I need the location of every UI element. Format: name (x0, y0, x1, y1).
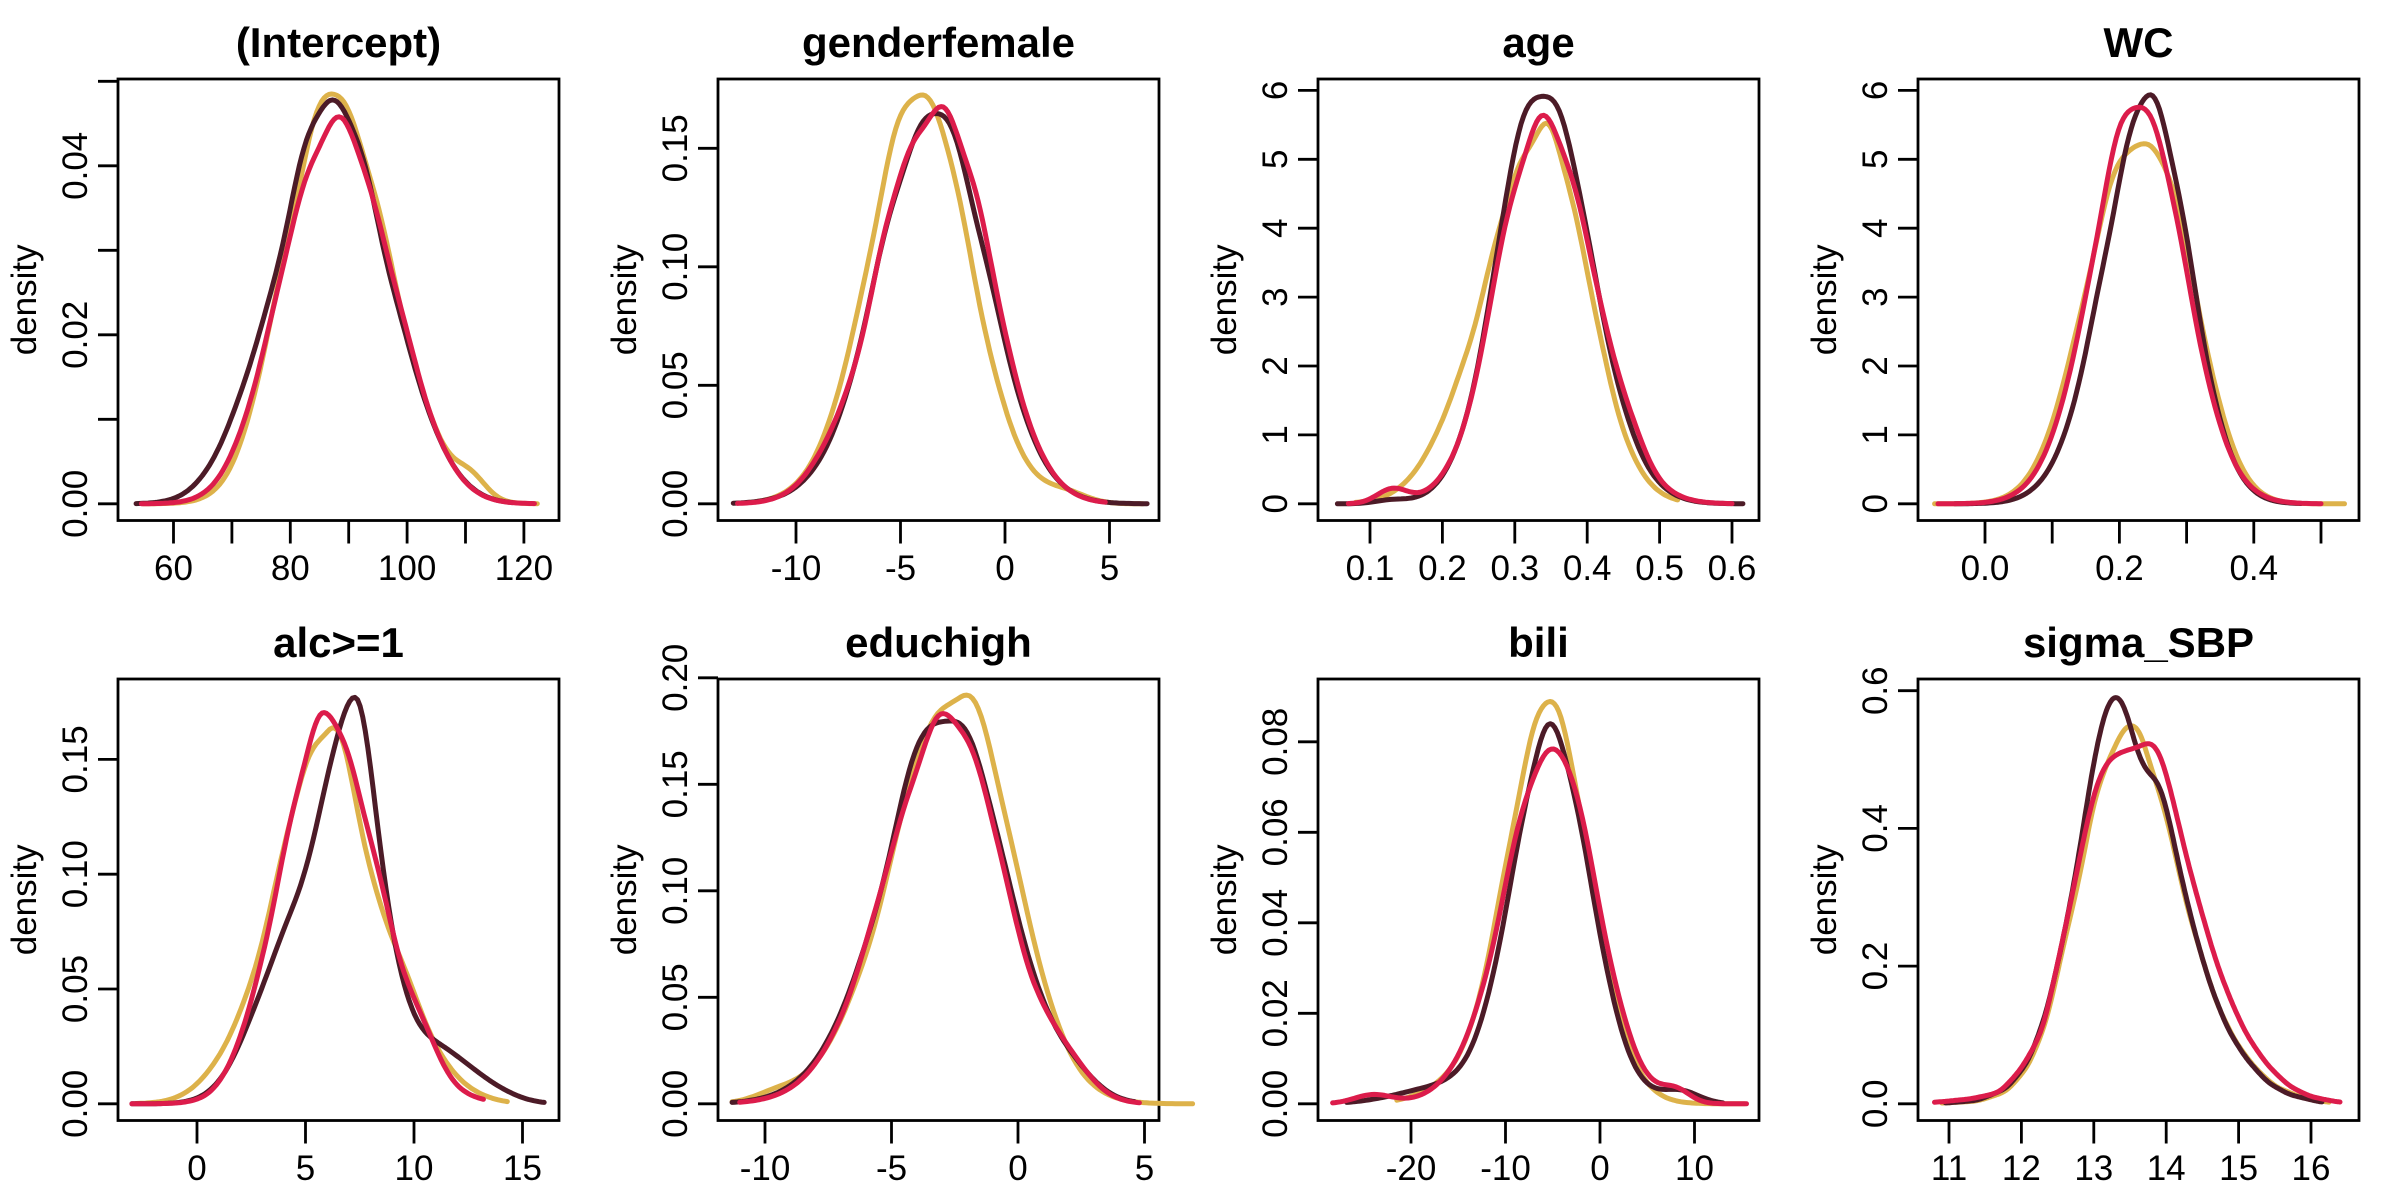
svg-text:density: density (1805, 244, 1844, 355)
svg-text:density: density (605, 244, 644, 355)
svg-text:0.3: 0.3 (1490, 549, 1539, 588)
svg-text:0.00: 0.00 (56, 1070, 95, 1138)
svg-text:5: 5 (1256, 150, 1295, 169)
svg-text:0.05: 0.05 (656, 963, 695, 1031)
svg-text:density: density (5, 244, 44, 355)
svg-text:age: age (1502, 19, 1574, 66)
svg-text:0.00: 0.00 (656, 1070, 695, 1138)
svg-text:density: density (1205, 844, 1244, 955)
svg-text:2: 2 (1256, 356, 1295, 375)
svg-text:0.04: 0.04 (1256, 889, 1295, 957)
svg-text:3: 3 (1256, 287, 1295, 306)
svg-text:density: density (1805, 844, 1844, 955)
svg-text:0.2: 0.2 (1418, 549, 1467, 588)
svg-text:5: 5 (1135, 1149, 1154, 1188)
svg-text:0.04: 0.04 (56, 132, 95, 200)
svg-text:density: density (5, 844, 44, 955)
svg-text:-10: -10 (740, 1149, 791, 1188)
svg-text:0.08: 0.08 (1256, 708, 1295, 776)
svg-text:5: 5 (1100, 549, 1119, 588)
svg-text:0.4: 0.4 (1856, 804, 1895, 853)
svg-text:0.5: 0.5 (1635, 549, 1684, 588)
svg-text:16: 16 (2292, 1149, 2331, 1188)
svg-text:100: 100 (378, 549, 436, 588)
svg-text:0.2: 0.2 (2095, 549, 2144, 588)
svg-text:120: 120 (495, 549, 553, 588)
svg-text:-20: -20 (1386, 1149, 1437, 1188)
svg-text:0.00: 0.00 (656, 470, 695, 538)
svg-text:0.05: 0.05 (56, 955, 95, 1023)
svg-text:0.05: 0.05 (656, 351, 695, 419)
svg-text:5: 5 (1856, 150, 1895, 169)
svg-text:0: 0 (995, 549, 1014, 588)
svg-text:2: 2 (1856, 356, 1895, 375)
svg-text:density: density (605, 844, 644, 955)
svg-text:-10: -10 (771, 549, 822, 588)
svg-text:0.6: 0.6 (1708, 549, 1757, 588)
svg-text:0.00: 0.00 (56, 470, 95, 538)
svg-text:0: 0 (1008, 1149, 1027, 1188)
svg-text:0: 0 (1856, 494, 1895, 513)
svg-text:0.15: 0.15 (656, 114, 695, 182)
svg-text:6: 6 (1856, 81, 1895, 100)
svg-text:11: 11 (1931, 1149, 1967, 1188)
svg-text:0.10: 0.10 (656, 233, 695, 301)
svg-text:0.10: 0.10 (56, 840, 95, 908)
svg-text:-10: -10 (1480, 1149, 1531, 1188)
svg-text:1: 1 (1256, 425, 1295, 444)
svg-text:15: 15 (2219, 1149, 2258, 1188)
svg-text:0.2: 0.2 (1856, 942, 1895, 991)
svg-text:sigma_SBP: sigma_SBP (2023, 619, 2254, 666)
svg-text:educhigh: educhigh (845, 619, 1032, 666)
svg-text:0.02: 0.02 (1256, 979, 1295, 1047)
svg-text:-5: -5 (885, 549, 916, 588)
svg-text:-5: -5 (876, 1149, 907, 1188)
svg-text:3: 3 (1856, 287, 1895, 306)
svg-text:0.00: 0.00 (1256, 1070, 1295, 1138)
svg-text:5: 5 (296, 1149, 315, 1188)
svg-text:60: 60 (154, 549, 193, 588)
svg-text:1: 1 (1856, 425, 1895, 444)
svg-text:0.1: 0.1 (1346, 549, 1395, 588)
svg-text:0.02: 0.02 (56, 301, 95, 369)
svg-text:80: 80 (271, 549, 310, 588)
svg-text:0.0: 0.0 (1961, 549, 2010, 588)
svg-text:0.15: 0.15 (56, 725, 95, 793)
svg-text:15: 15 (503, 1149, 542, 1188)
svg-text:4: 4 (1856, 218, 1895, 237)
svg-text:alc>=1: alc>=1 (273, 619, 404, 666)
svg-text:12: 12 (2002, 1149, 2041, 1188)
svg-text:WC: WC (2104, 19, 2174, 66)
svg-text:10: 10 (1675, 1149, 1714, 1188)
svg-text:0.4: 0.4 (1563, 549, 1612, 588)
svg-text:0.06: 0.06 (1256, 798, 1295, 866)
svg-text:0.10: 0.10 (656, 857, 695, 925)
svg-text:10: 10 (395, 1149, 434, 1188)
svg-text:bili: bili (1508, 619, 1569, 666)
svg-text:0.6: 0.6 (1856, 666, 1895, 715)
svg-text:0.0: 0.0 (1856, 1079, 1895, 1128)
svg-text:14: 14 (2147, 1149, 2186, 1188)
svg-text:0: 0 (1256, 494, 1295, 513)
svg-text:4: 4 (1256, 218, 1295, 237)
svg-text:0: 0 (1590, 1149, 1609, 1188)
svg-text:0.15: 0.15 (656, 750, 695, 818)
svg-text:0.20: 0.20 (656, 644, 695, 712)
svg-text:genderfemale: genderfemale (802, 19, 1075, 66)
svg-text:(Intercept): (Intercept) (236, 19, 441, 66)
svg-text:0: 0 (187, 1149, 206, 1188)
svg-text:density: density (1205, 244, 1244, 355)
svg-text:13: 13 (2074, 1149, 2113, 1188)
svg-text:6: 6 (1256, 81, 1295, 100)
svg-text:0.4: 0.4 (2229, 549, 2278, 588)
